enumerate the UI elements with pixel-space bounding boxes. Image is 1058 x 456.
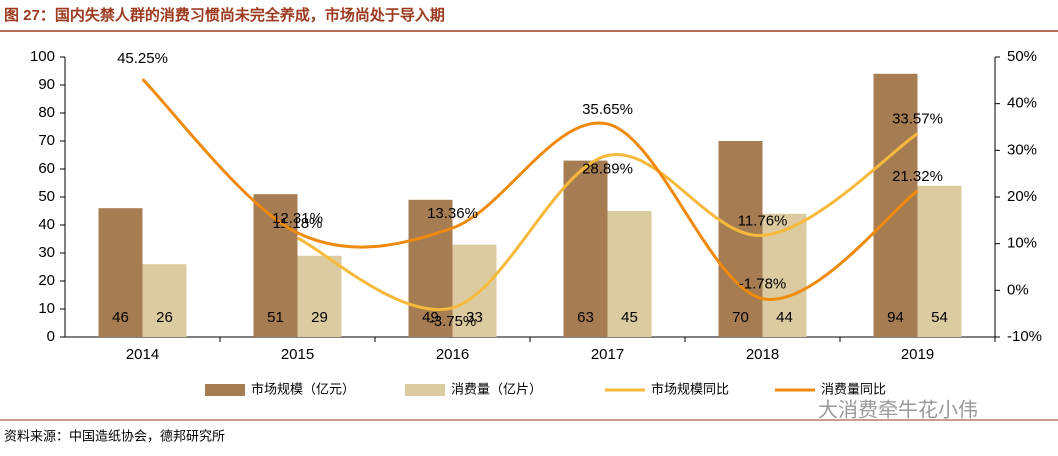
y-tick-label: 100: [30, 48, 55, 65]
x-tick-label: 2014: [126, 346, 159, 363]
line-label: 13.36%: [427, 205, 478, 222]
bar-label: 54: [931, 309, 948, 326]
legend-swatch: [205, 384, 245, 396]
y-tick-label: 90: [38, 76, 55, 93]
bar-label: 33: [466, 309, 483, 326]
bar-label: 63: [577, 309, 594, 326]
line-label: 35.65%: [582, 101, 633, 118]
bar-label: 44: [776, 309, 793, 326]
bar-label: 26: [156, 309, 173, 326]
y2-tick-label: 30%: [1007, 141, 1037, 158]
line-label: 33.57%: [892, 111, 943, 128]
bar-label: 94: [887, 309, 904, 326]
bar: [98, 208, 143, 337]
y-tick-label: 10: [38, 300, 55, 317]
bar-label: 45: [621, 309, 638, 326]
y-tick-label: 40: [38, 216, 55, 233]
legend-swatch: [405, 384, 445, 396]
bar: [297, 255, 342, 337]
bar: [408, 199, 453, 337]
bar-label: 70: [732, 309, 749, 326]
bar: [607, 211, 652, 337]
y2-tick-label: 10%: [1007, 235, 1037, 252]
chart-title: 图 27：国内失禁人群的消费习惯尚未完全养成，市场尚处于导入期: [4, 6, 445, 24]
line-label: 11.18%: [273, 215, 323, 232]
legend-label: 市场规模同比: [651, 381, 729, 396]
y2-tick-label: 0%: [1007, 281, 1029, 298]
bar-label: 29: [311, 309, 328, 326]
x-tick-label: 2018: [746, 346, 779, 363]
y-tick-label: 30: [38, 244, 55, 261]
bar: [563, 160, 608, 337]
y-tick-label: 60: [38, 160, 55, 177]
line: [141, 78, 919, 301]
y2-tick-label: -10%: [1007, 328, 1042, 345]
bar: [142, 264, 187, 337]
y-tick-label: 20: [38, 272, 55, 289]
line-label: 11.76%: [738, 212, 788, 229]
watermark: 大消费牵牛花小伟: [818, 398, 978, 421]
y2-tick-label: 20%: [1007, 188, 1037, 205]
line-label: -1.78%: [739, 276, 787, 293]
y-tick-label: 80: [38, 104, 55, 121]
x-tick-label: 2019: [901, 346, 934, 363]
line-label: 21.32%: [892, 168, 943, 185]
bar: [873, 73, 918, 338]
x-tick-label: 2015: [281, 346, 314, 363]
legend-label: 消费量（亿片）: [451, 381, 542, 396]
y-tick-label: 50: [38, 188, 55, 205]
x-tick-label: 2017: [591, 346, 624, 363]
y-tick-label: 0: [47, 328, 55, 345]
line-label: 28.89%: [582, 160, 633, 177]
y2-tick-label: 50%: [1007, 48, 1037, 65]
line: [296, 132, 919, 312]
legend-label: 市场规模（亿元）: [251, 381, 355, 396]
bar: [452, 244, 497, 337]
x-tick-label: 2016: [436, 346, 469, 363]
bar-label: 49: [422, 309, 439, 326]
y-tick-label: 70: [38, 132, 55, 149]
source: 资料来源：中国造纸协会，德邦研究所: [4, 428, 225, 443]
line-label: -3.75%: [429, 313, 477, 330]
legend-label: 消费量同比: [821, 381, 886, 396]
bar: [917, 185, 962, 337]
line-label: 12.31%: [272, 210, 323, 227]
line-label: 45.25%: [117, 50, 168, 67]
bar-label: 51: [267, 309, 284, 326]
y2-tick-label: 40%: [1007, 95, 1037, 112]
bar: [718, 141, 763, 337]
bar-label: 46: [112, 309, 129, 326]
